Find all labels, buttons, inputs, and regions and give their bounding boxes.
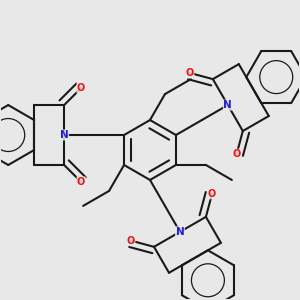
Text: N: N bbox=[224, 100, 232, 110]
Text: O: O bbox=[77, 83, 85, 93]
Text: O: O bbox=[186, 68, 194, 78]
Text: O: O bbox=[232, 149, 241, 159]
Text: O: O bbox=[208, 189, 216, 199]
Text: N: N bbox=[176, 227, 184, 237]
Text: N: N bbox=[60, 130, 68, 140]
Text: O: O bbox=[77, 177, 85, 187]
Text: O: O bbox=[127, 236, 135, 246]
